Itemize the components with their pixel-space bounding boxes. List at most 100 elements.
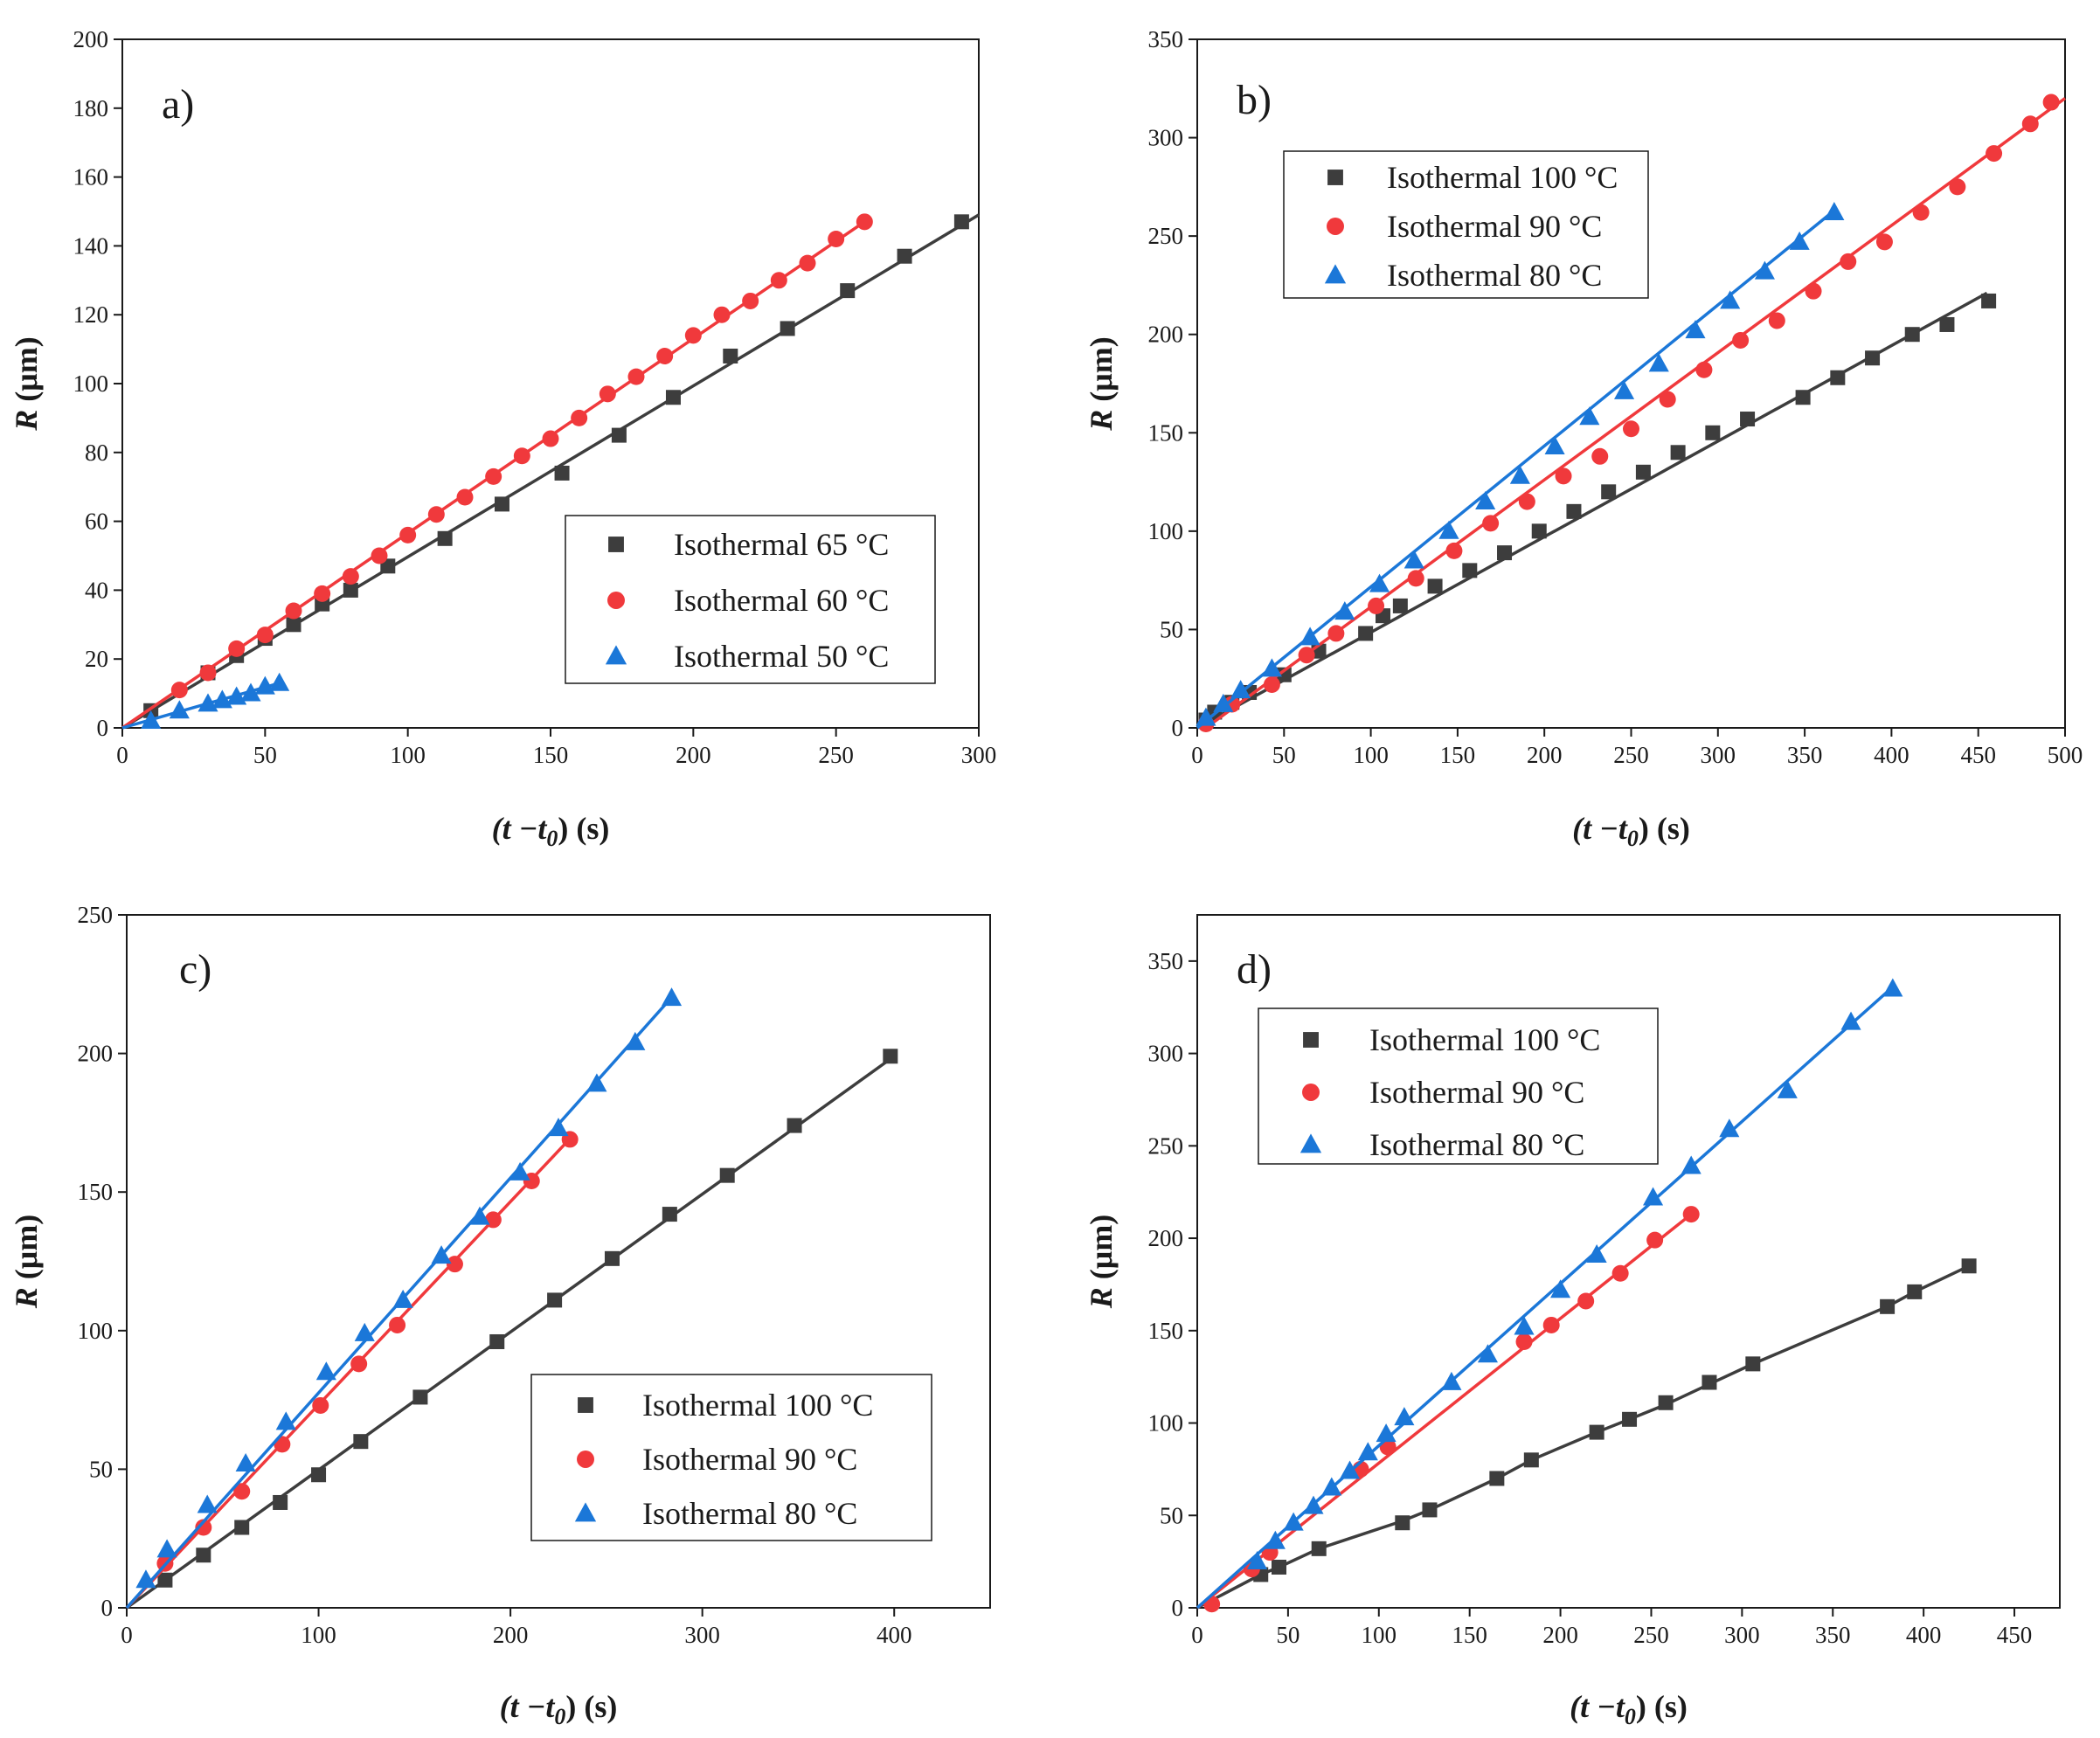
data-point (1865, 350, 1881, 366)
panel-b: 0 50 100 150 200 250 300 350 400 450 500 0 50 100 150 2… (1084, 26, 2083, 851)
x-tick-label: 150 (1440, 742, 1476, 768)
x-tick-label: 300 (961, 742, 997, 768)
legend: Isothermal 65 °C Isothermal 60 °C Isotherm… (565, 515, 936, 684)
data-point (226, 686, 247, 705)
y-tick-label: 150 (1148, 419, 1184, 446)
y-tick-label: 150 (1148, 1318, 1184, 1344)
x-axis-title: (t −t0) (s) (492, 811, 610, 851)
data-point (197, 1494, 218, 1513)
data-point (195, 1519, 212, 1536)
x-tick-label: 300 (1724, 1622, 1760, 1648)
data-point (1740, 412, 1756, 427)
x-tick-label: 100 (301, 1622, 336, 1648)
data-point (1754, 260, 1775, 280)
legend-marker (605, 645, 627, 665)
data-point (1658, 1395, 1674, 1410)
data-point (599, 385, 616, 403)
y-tick-label: 160 (73, 164, 109, 190)
data-point (1701, 1374, 1717, 1390)
data-point (1685, 320, 1706, 339)
data-point (625, 1031, 646, 1050)
data-point (1840, 1011, 1861, 1030)
data-point (1509, 465, 1530, 484)
data-point (273, 1494, 288, 1510)
y-axis-title: R (μm) (9, 336, 44, 431)
fit-line (1196, 1264, 1970, 1610)
data-point (371, 547, 388, 564)
data-point (1949, 178, 1966, 196)
x-tick-label: 400 (1906, 1622, 1942, 1648)
y-tick-label: 50 (1160, 1502, 1183, 1528)
data-point (1422, 1502, 1438, 1518)
data-point (719, 1167, 735, 1183)
data-point (1659, 391, 1676, 408)
y-tick-label: 100 (1148, 1410, 1184, 1437)
data-point (548, 1118, 569, 1137)
data-point (1589, 1424, 1604, 1440)
plot-frame (1196, 38, 2066, 729)
fit-line (1196, 291, 1988, 730)
x-tick-label: 0 (1191, 1622, 1203, 1648)
data-point (343, 582, 358, 598)
data-point (1497, 545, 1513, 561)
x-tick-label: 250 (1613, 742, 1649, 768)
data-point (2021, 115, 2039, 133)
x-tick-label: 450 (1997, 1622, 2033, 1648)
data-point (315, 1361, 336, 1381)
data-point (1882, 978, 1903, 997)
x-tick-label: 450 (1960, 742, 1996, 768)
data-point (1566, 503, 1582, 519)
data-point (269, 672, 290, 691)
y-tick-label: 200 (78, 1041, 114, 1067)
y-tick-label: 50 (1160, 616, 1183, 642)
data-point (1475, 491, 1496, 510)
data-point (1339, 1460, 1361, 1479)
data-point (469, 1206, 490, 1225)
data-point (1732, 331, 1750, 349)
data-point (240, 682, 261, 702)
data-point (1579, 406, 1600, 426)
data-point (354, 1322, 375, 1341)
legend-marker (607, 592, 625, 609)
data-point (1427, 578, 1443, 594)
x-tick-label: 100 (1353, 742, 1389, 768)
data-point (1523, 1452, 1539, 1468)
data-point (1805, 282, 1822, 300)
legend-marker (577, 1451, 594, 1468)
series-3 (1196, 978, 1903, 1610)
data-point (311, 1467, 327, 1483)
data-point (1518, 493, 1535, 510)
y-tick-label: 250 (1148, 223, 1184, 249)
legend-label: Isothermal 50 °C (674, 639, 889, 674)
data-point (437, 530, 453, 546)
data-point (1875, 233, 1893, 251)
y-tick-label: 0 (1172, 1595, 1184, 1621)
legend-marker (1300, 1133, 1322, 1153)
data-point (828, 231, 845, 248)
y-axis-title: R (μm) (1084, 336, 1119, 431)
legend: Isothermal 100 °C Isothermal 90 °C Isother… (530, 1374, 932, 1541)
data-point (1622, 1411, 1638, 1427)
legend-label: Isothermal 80 °C (642, 1496, 857, 1531)
data-point (314, 585, 331, 602)
data-point (897, 248, 912, 264)
data-point (1830, 370, 1846, 385)
data-point (1939, 316, 1955, 332)
data-point (1840, 253, 1857, 270)
data-point (1907, 1284, 1923, 1299)
data-point (1682, 1206, 1700, 1223)
x-tick-label: 100 (390, 742, 426, 768)
data-point (484, 1211, 502, 1229)
data-point (542, 430, 559, 447)
y-tick-label: 300 (1148, 1041, 1184, 1067)
y-tick-label: 350 (1148, 26, 1184, 52)
data-point (196, 1548, 211, 1563)
panel-a: 0 50 100 150 200 250 300 0 20 40 60 80 100 120 140 160 1… (9, 26, 996, 851)
x-tick-label: 200 (493, 1622, 529, 1648)
legend-box (1258, 1007, 1659, 1165)
data-point (1550, 1279, 1571, 1298)
data-point (1961, 1258, 1977, 1274)
data-point (1643, 1187, 1664, 1206)
y-tick-label: 80 (85, 440, 108, 466)
x-tick-label: 300 (1701, 742, 1736, 768)
